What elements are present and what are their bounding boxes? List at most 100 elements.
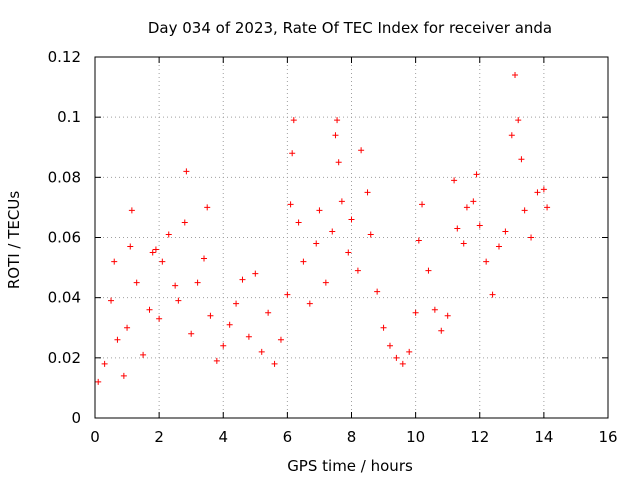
- data-point: [289, 150, 296, 157]
- data-point: [521, 207, 528, 214]
- data-point: [159, 258, 166, 265]
- data-point: [128, 207, 135, 214]
- data-point: [295, 219, 302, 226]
- data-point: [226, 321, 233, 328]
- data-point: [386, 342, 393, 349]
- data-point: [265, 309, 272, 316]
- data-point: [252, 270, 259, 277]
- x-tick-label: 14: [534, 428, 553, 446]
- data-point: [489, 291, 496, 298]
- data-point: [95, 378, 102, 385]
- data-point: [412, 309, 419, 316]
- y-tick-label: 0.06: [48, 229, 81, 247]
- x-tick-label: 12: [470, 428, 489, 446]
- data-point: [380, 324, 387, 331]
- data-point: [204, 204, 211, 211]
- data-point: [140, 351, 147, 358]
- data-point: [431, 306, 438, 313]
- data-point: [438, 327, 445, 334]
- data-point: [367, 231, 374, 238]
- data-point: [290, 117, 297, 124]
- chart-title: Day 034 of 2023, Rate Of TEC Index for r…: [148, 19, 552, 37]
- data-point: [124, 324, 131, 331]
- data-point: [207, 312, 214, 319]
- data-point: [271, 360, 278, 367]
- data-point: [540, 186, 547, 193]
- x-tick-label: 16: [598, 428, 617, 446]
- data-point: [146, 306, 153, 313]
- data-point: [233, 300, 240, 307]
- y-axis-ticks: 0 0.02 0.04 0.06 0.08 0.1 0.12: [48, 48, 608, 427]
- data-point: [194, 279, 201, 286]
- data-point: [399, 360, 406, 367]
- x-tick-label: 4: [218, 428, 228, 446]
- y-axis-label: ROTI / TECUs: [5, 191, 23, 289]
- data-point: [476, 222, 483, 229]
- data-point: [127, 243, 134, 250]
- y-tick-label: 0.02: [48, 349, 81, 367]
- data-point: [528, 234, 535, 241]
- data-point: [175, 297, 182, 304]
- y-tick-label: 0.12: [48, 48, 81, 66]
- data-point: [473, 171, 480, 178]
- data-point: [415, 237, 422, 244]
- data-point: [444, 312, 451, 319]
- y-tick-label: 0.08: [48, 168, 81, 186]
- grid-lines: [95, 57, 608, 418]
- data-point: [334, 117, 341, 124]
- data-points: [95, 72, 551, 385]
- data-point: [152, 246, 159, 253]
- data-point: [306, 300, 313, 307]
- x-tick-label: 6: [283, 428, 293, 446]
- x-tick-label: 8: [347, 428, 357, 446]
- data-point: [149, 249, 156, 256]
- data-point: [512, 72, 519, 79]
- x-tick-label: 2: [154, 428, 164, 446]
- data-point: [345, 249, 352, 256]
- data-point: [502, 228, 509, 235]
- data-point: [183, 168, 190, 175]
- data-point: [460, 240, 467, 247]
- y-tick-label: 0.04: [48, 289, 81, 307]
- data-point: [220, 342, 227, 349]
- data-point: [239, 276, 246, 283]
- data-point: [165, 231, 172, 238]
- data-point: [508, 132, 515, 139]
- data-point: [495, 243, 502, 250]
- data-point: [374, 288, 381, 295]
- data-point: [332, 132, 339, 139]
- data-point: [358, 147, 365, 154]
- data-point: [348, 216, 355, 223]
- y-tick-label: 0: [71, 409, 81, 427]
- x-axis-label: GPS time / hours: [287, 457, 413, 475]
- data-point: [425, 267, 432, 274]
- data-point: [213, 357, 220, 364]
- data-point: [316, 207, 323, 214]
- data-point: [518, 156, 525, 163]
- y-tick-label: 0.1: [57, 108, 81, 126]
- data-point: [406, 348, 413, 355]
- data-point: [114, 336, 121, 343]
- data-point: [188, 330, 195, 337]
- data-point: [483, 258, 490, 265]
- data-point: [515, 117, 522, 124]
- x-axis-ticks: 0 2 4 6 8 10 12 14 16: [90, 57, 618, 446]
- data-point: [322, 279, 329, 286]
- data-point: [364, 189, 371, 196]
- data-point: [354, 267, 361, 274]
- data-point: [181, 219, 188, 226]
- x-tick-label: 0: [90, 428, 100, 446]
- data-point: [338, 198, 345, 205]
- data-point: [300, 258, 307, 265]
- data-point: [101, 360, 108, 367]
- data-point: [201, 255, 208, 262]
- data-point: [277, 336, 284, 343]
- data-point: [133, 279, 140, 286]
- data-point: [335, 159, 342, 166]
- data-point: [454, 225, 461, 232]
- data-point: [329, 228, 336, 235]
- data-point: [108, 297, 115, 304]
- data-point: [172, 282, 179, 289]
- data-point: [534, 189, 541, 196]
